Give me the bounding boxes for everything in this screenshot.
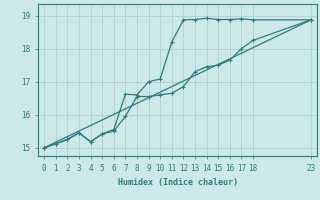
X-axis label: Humidex (Indice chaleur): Humidex (Indice chaleur) bbox=[118, 178, 238, 187]
